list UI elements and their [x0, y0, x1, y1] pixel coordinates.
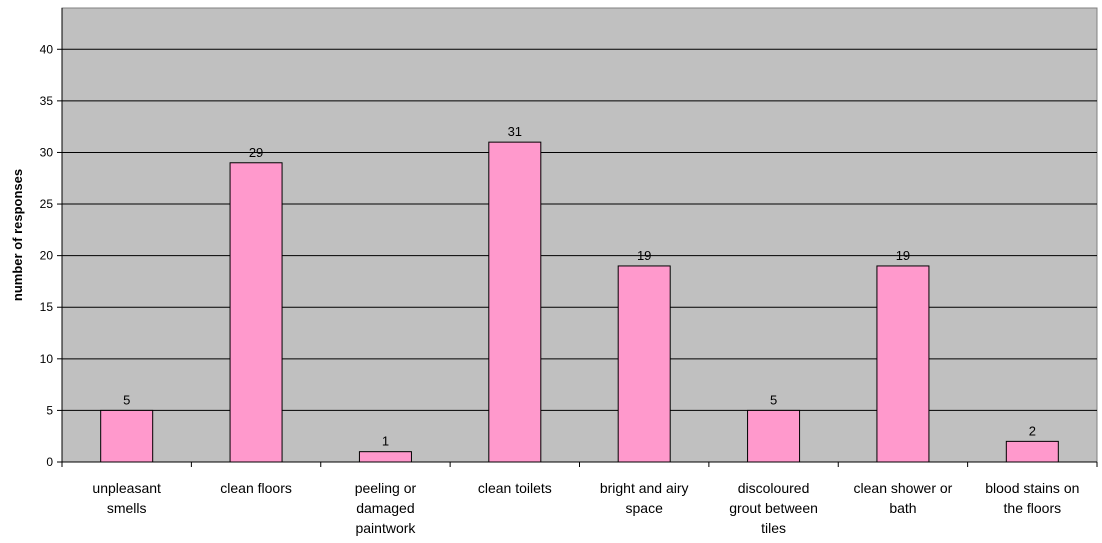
y-tick-label: 20	[40, 249, 54, 263]
data-label: 31	[508, 124, 522, 139]
data-label: 19	[637, 248, 651, 263]
y-tick-label: 0	[46, 455, 53, 469]
y-tick-label: 40	[40, 42, 54, 56]
plot-area	[61, 7, 1098, 463]
x-tick-label: unpleasant smells	[92, 480, 161, 516]
y-tick-label: 35	[40, 94, 54, 108]
x-tick-labels: unpleasant smells clean floors peeling or da…	[92, 480, 1079, 536]
x-tick-label: discoloured grout between tiles	[729, 480, 818, 536]
x-tick-label: clean shower or bath	[854, 480, 953, 516]
bar	[617, 265, 671, 463]
data-label: 29	[249, 145, 263, 160]
data-labels: 5 29 1 31 19 5 19 2	[123, 124, 1036, 449]
x-tick-label: blood stains on the floors	[985, 480, 1079, 516]
axes	[61, 8, 1098, 467]
x-tick-label: clean floors	[220, 480, 292, 496]
data-label: 19	[896, 248, 910, 263]
x-tick-label: peeling or damaged paintwork	[355, 480, 417, 536]
y-tick-label: 15	[40, 300, 54, 314]
x-tick-label: clean toilets	[478, 480, 552, 496]
y-tick-label: 30	[40, 145, 54, 159]
bars	[100, 141, 1059, 463]
data-label: 5	[770, 392, 777, 407]
data-label: 5	[123, 392, 130, 407]
bar	[1005, 440, 1059, 463]
bar	[100, 409, 154, 463]
data-label: 1	[382, 434, 389, 449]
x-tick-label: bright and airy space	[600, 480, 689, 516]
bar	[488, 141, 542, 463]
bar	[747, 409, 801, 463]
y-tick-label: 25	[40, 197, 54, 211]
y-tick-label: 5	[46, 403, 53, 417]
y-tick-labels: 0 5 10 15 20 25 30 35 40	[40, 42, 54, 469]
data-label: 2	[1029, 423, 1036, 438]
bar	[229, 162, 283, 463]
bar	[358, 451, 412, 463]
y-tick-label: 10	[40, 352, 54, 366]
bar	[876, 265, 930, 463]
y-axis-title: number of responses	[10, 169, 25, 301]
